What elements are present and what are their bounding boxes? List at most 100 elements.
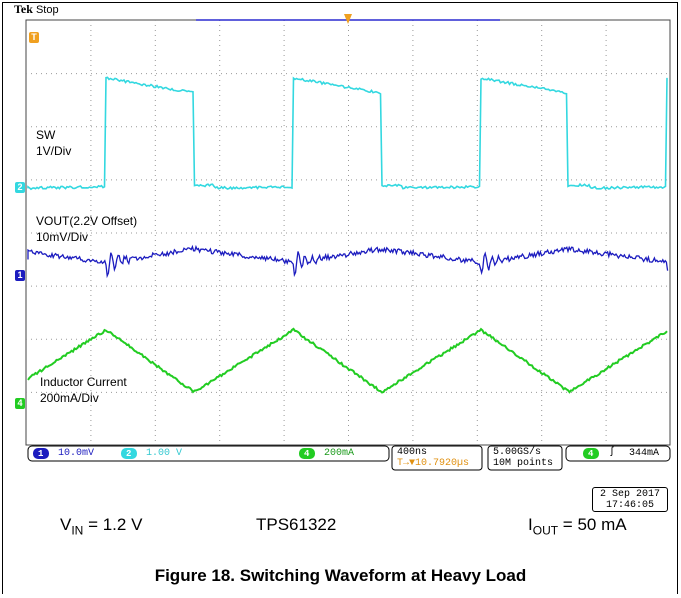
grid-dot [421,73,422,74]
grid-dot [284,420,285,421]
grid-dot [76,179,77,180]
grid-dot [161,392,162,393]
grid-dot [596,73,597,74]
grid-dot [576,73,577,74]
grid-dot [406,179,407,180]
grid-dot [596,339,597,340]
grid-dot [306,286,307,287]
grid-dot [606,395,607,396]
grid-dot [606,179,607,180]
grid-dot [412,370,413,371]
grid-dot [41,73,42,74]
grid-dot [456,286,457,287]
grid-dot [90,415,91,416]
grid-dot [571,126,572,127]
grid-dot [284,25,285,26]
grid-dot [586,233,587,234]
grid-dot [606,150,607,151]
grid-dot [155,170,156,171]
grid-dot [606,140,607,141]
grid-dot [326,179,327,180]
grid-dot [476,73,477,74]
grid-dot [284,400,285,401]
grid-dot [126,179,127,180]
grid-dot [151,73,152,74]
grid-dot [261,179,262,180]
grid-dot [421,286,422,287]
grid-dot [131,286,132,287]
grid-dot [331,73,332,74]
grid-dot [461,392,462,393]
grid-dot [176,73,177,74]
grid-dot [412,70,413,71]
grid-dot [316,339,317,340]
grid-dot [155,40,156,41]
grid-dot [406,233,407,234]
grid-dot [81,339,82,340]
grid-dot [221,339,222,340]
grid-dot [241,73,242,74]
grid-dot [412,240,413,241]
grid-dot [41,286,42,287]
grid-dot [477,395,478,396]
grid-dot [606,100,607,101]
grid-dot [211,126,212,127]
grid-dot [477,55,478,56]
grid-dot [155,405,156,406]
grid-dot [256,233,257,234]
grid-dot [511,233,512,234]
sw-name: SW [36,127,71,143]
grid-dot [251,392,252,393]
grid-dot [226,286,227,287]
grid-dot [286,286,287,287]
grid-dot [90,65,91,66]
grid-dot [541,230,542,231]
grid-dot [491,126,492,127]
grid-dot [219,60,220,61]
grid-dot [541,210,542,211]
grid-dot [526,233,527,234]
grid-dot [506,392,507,393]
grid-dot [348,235,349,236]
grid-dot [348,440,349,441]
grid-dot [541,165,542,166]
grid-dot [348,195,349,196]
grid-dot [271,73,272,74]
grid-dot [412,405,413,406]
grid-dot [90,120,91,121]
grid-dot [511,179,512,180]
grid-dot [101,73,102,74]
grid-dot [111,179,112,180]
grid-dot [348,435,349,436]
grid-dot [141,286,142,287]
grid-dot [166,73,167,74]
grid-dot [146,392,147,393]
grid-dot [31,392,32,393]
grid-dot [216,392,217,393]
grid-dot [371,339,372,340]
grid-dot [219,135,220,136]
grid-dot [284,355,285,356]
grid-dot [176,339,177,340]
grid-dot [606,120,607,121]
grid-dot [116,73,117,74]
grid-dot [412,155,413,156]
grid-dot [161,126,162,127]
grid-dot [446,392,447,393]
grid-dot [276,73,277,74]
grid-dot [386,73,387,74]
grid-dot [348,340,349,341]
grid-dot [186,339,187,340]
grid-dot [606,65,607,66]
grid-dot [412,315,413,316]
grid-dot [541,430,542,431]
grid-dot [236,233,237,234]
grid-dot [481,233,482,234]
grid-dot [661,339,662,340]
grid-dot [446,233,447,234]
grid-dot [412,415,413,416]
grid-dot [281,179,282,180]
grid-dot [348,120,349,121]
grid-dot [291,339,292,340]
grid-dot [541,325,542,326]
